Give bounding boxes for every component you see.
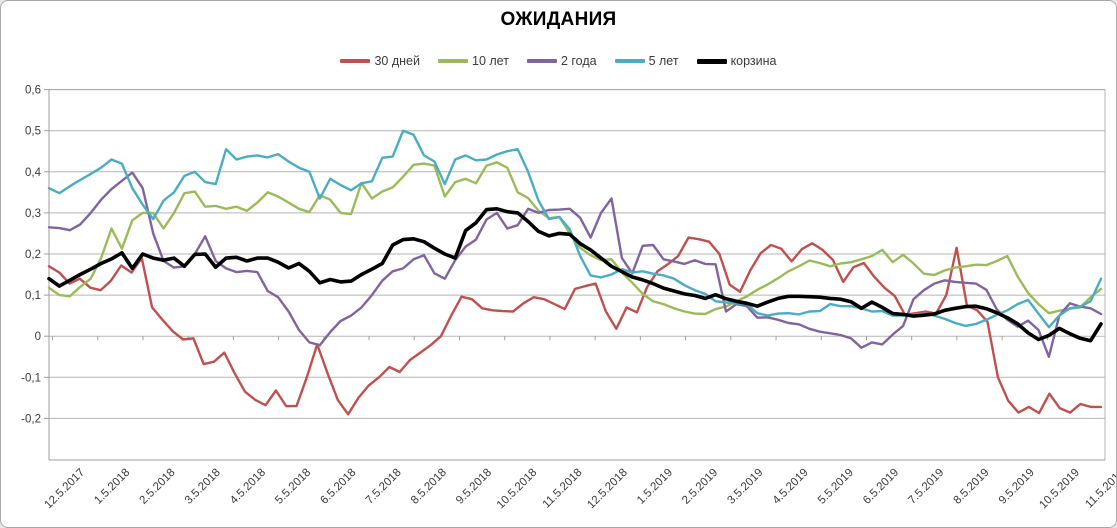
- x-axis-label: 6.5.2018: [318, 467, 358, 507]
- x-axis-label: 1.5.2018: [92, 467, 132, 507]
- y-axis-label: 0,3: [25, 208, 41, 220]
- legend-swatch-purple: [526, 59, 557, 63]
- series-line-cyan: [47, 129, 1103, 329]
- legend-item-cyan: 5 лет: [614, 54, 679, 68]
- legend-label: 5 лет: [648, 54, 679, 68]
- x-axis-label: 12.5.2018: [585, 467, 630, 512]
- chart-title: ОЖИДАНИЯ: [500, 9, 617, 30]
- y-axis-label: 0: [35, 331, 41, 343]
- legend-swatch-green: [438, 59, 468, 63]
- legend-item-red: 30 дней: [340, 54, 420, 68]
- x-axis-label: 1.5.2019: [635, 467, 675, 507]
- legend-swatch-cyan: [614, 59, 645, 63]
- x-axis-label: 10.5.2018: [495, 467, 540, 512]
- y-axis-label: 0,1: [25, 290, 41, 302]
- x-axis-label: 10.5.2019: [1037, 467, 1082, 512]
- x-axis-label: 7.5.2018: [364, 467, 404, 507]
- y-axis-label: 0,2: [25, 249, 41, 261]
- legend-swatch-black: [696, 58, 727, 64]
- legend-label: 30 дней: [374, 54, 420, 68]
- series-line-black: [47, 207, 1103, 343]
- x-axis-label: 5.5.2019: [816, 467, 856, 507]
- series-line-red: [47, 236, 1103, 416]
- y-axis-label: -0,2: [21, 413, 41, 425]
- x-axis-label: 12.5.2017: [43, 467, 88, 512]
- x-axis-label: 2.5.2018: [138, 467, 178, 507]
- x-axis-label: 2.5.2019: [680, 467, 720, 507]
- legend-label: 2 года: [560, 54, 597, 68]
- legend-item-black: корзина: [696, 54, 777, 68]
- x-axis-label: 8.5.2018: [409, 467, 449, 507]
- y-axis-label: -0,1: [21, 372, 41, 384]
- x-axis-label: 11.5.2018: [541, 467, 585, 511]
- y-axis-label: 0,6: [25, 85, 41, 97]
- x-axis-label: 5.5.2018: [273, 467, 313, 507]
- x-axis-label: 11.5.2019: [1083, 467, 1117, 511]
- x-axis-label: 3.5.2018: [183, 467, 223, 507]
- x-axis-label: 4.5.2019: [771, 467, 811, 507]
- legend-label: корзина: [730, 54, 777, 68]
- x-axis-label: 3.5.2019: [725, 467, 765, 507]
- y-axis-label: 0,4: [25, 167, 42, 179]
- series-line-purple: [47, 171, 1103, 358]
- legend-item-green: 10 лет: [438, 54, 509, 68]
- legend-item-purple: 2 года: [526, 54, 597, 68]
- y-axis-label: 0,5: [25, 126, 41, 138]
- x-axis-label: 6.5.2019: [861, 467, 901, 507]
- x-axis-label: 7.5.2019: [906, 467, 946, 507]
- legend-swatch-red: [340, 59, 371, 63]
- x-axis-label: 4.5.2018: [228, 467, 268, 507]
- x-axis-label: 9.5.2018: [454, 467, 494, 507]
- legend-label: 10 лет: [472, 54, 509, 68]
- chart-legend: 30 дней 10 лет 2 года 5 лет корзина: [1, 54, 1116, 68]
- x-axis-label: 8.5.2019: [951, 467, 991, 507]
- x-axis-label: 9.5.2019: [997, 467, 1037, 507]
